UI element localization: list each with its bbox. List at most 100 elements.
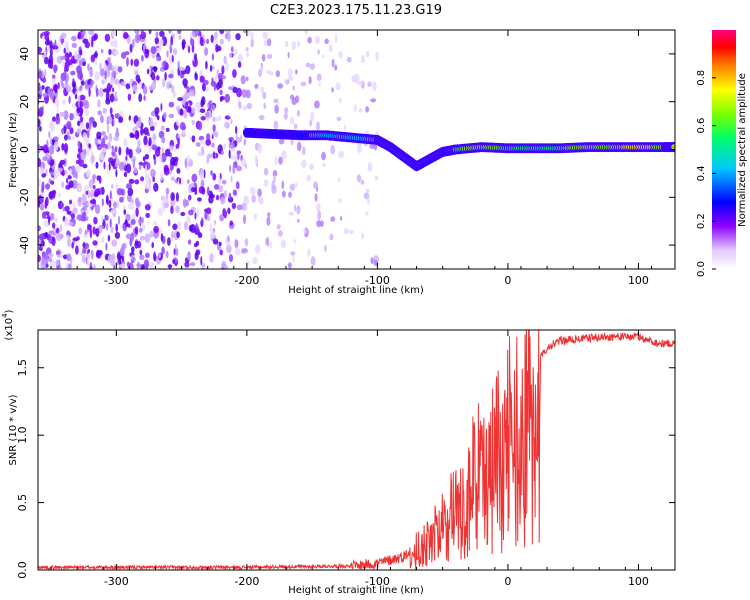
noise-blob: [309, 163, 315, 171]
noise-blob: [39, 203, 45, 211]
snr-scale-base: (x10: [4, 318, 15, 341]
noise-blob: [99, 114, 104, 123]
noise-blob: [119, 248, 125, 257]
noise-blob: [177, 30, 182, 35]
snr-scale-exp: 4: [1, 313, 9, 318]
noise-blob: [302, 146, 306, 156]
noise-blob: [45, 183, 51, 190]
noise-blob: [310, 111, 315, 122]
noise-blob: [140, 127, 144, 136]
noise-blob: [177, 137, 180, 146]
noise-blob: [177, 97, 184, 102]
noise-blob: [331, 87, 334, 93]
noise-blob: [251, 194, 256, 203]
noise-blob: [200, 179, 205, 189]
noise-blob: [85, 169, 91, 178]
noise-blob: [168, 101, 175, 108]
noise-blob: [184, 261, 190, 268]
noise-blob: [131, 214, 136, 219]
noise-blob: [288, 67, 293, 78]
noise-blob: [142, 46, 145, 54]
noise-blob: [200, 174, 203, 181]
noise-blob: [145, 212, 151, 218]
noise-blob: [66, 253, 72, 262]
noise-blob: [101, 198, 104, 207]
noise-blob: [98, 175, 102, 184]
noise-blob: [284, 77, 287, 85]
noise-blob: [244, 196, 249, 206]
noise-blob: [76, 153, 81, 159]
noise-blob: [50, 180, 55, 185]
noise-blob: [117, 215, 121, 225]
noise-blob: [88, 35, 92, 45]
noise-blob: [260, 86, 265, 93]
noise-blob: [127, 187, 134, 197]
noise-blob: [87, 63, 90, 72]
noise-blob: [93, 216, 98, 225]
noise-blob: [64, 61, 71, 67]
noise-blob: [141, 55, 144, 62]
noise-blob: [125, 233, 132, 240]
noise-blob: [231, 202, 237, 210]
noise-blob: [273, 175, 276, 184]
noise-blob: [66, 210, 72, 215]
noise-blob: [250, 38, 254, 48]
noise-blob: [284, 107, 289, 114]
noise-blob: [338, 198, 342, 203]
noise-blob: [316, 220, 322, 228]
spectrogram-ytick-label: 40: [18, 47, 31, 61]
noise-blob: [267, 212, 271, 218]
noise-blob: [44, 56, 49, 65]
noise-blob: [82, 163, 88, 169]
noise-blob: [229, 164, 232, 173]
noise-blob: [219, 38, 224, 45]
noise-blob: [103, 161, 106, 170]
noise-blob: [320, 220, 324, 228]
noise-blob: [121, 255, 125, 262]
noise-blob: [296, 110, 301, 117]
noise-blob: [297, 141, 302, 152]
noise-blob: [205, 111, 210, 118]
noise-blob: [135, 120, 142, 129]
noise-blob: [186, 179, 190, 184]
noise-blob: [161, 195, 167, 203]
noise-blob: [199, 75, 205, 83]
noise-blob: [324, 38, 329, 45]
noise-blob: [112, 117, 115, 127]
noise-blob: [92, 264, 96, 269]
noise-blob: [128, 203, 134, 210]
noise-blob: [95, 161, 99, 169]
noise-blob: [163, 60, 167, 67]
noise-blob: [334, 33, 338, 44]
colorbar-tick-label: 0.0: [696, 261, 707, 277]
noise-blob: [160, 171, 163, 181]
noise-blob: [189, 262, 196, 267]
noise-blob: [94, 57, 98, 66]
noise-blob: [41, 186, 44, 193]
noise-blob: [143, 95, 146, 101]
noise-blob: [285, 79, 290, 85]
noise-blob: [262, 31, 269, 40]
noise-blob: [272, 170, 278, 177]
noise-blob: [100, 131, 106, 136]
noise-blob: [78, 185, 83, 193]
noise-blob: [193, 30, 200, 35]
noise-blob: [38, 157, 42, 168]
noise-blob: [215, 73, 218, 84]
noise-blob: [322, 54, 325, 59]
noise-blob: [62, 61, 65, 67]
noise-blob: [90, 188, 94, 199]
noise-blob: [92, 121, 97, 128]
noise-blob: [67, 263, 72, 269]
noise-blob: [226, 244, 232, 254]
noise-blob: [212, 124, 216, 132]
noise-blob: [72, 202, 76, 208]
noise-blob: [268, 241, 272, 249]
noise-blob: [130, 156, 137, 162]
noise-blob: [154, 107, 160, 115]
noise-blob: [157, 207, 163, 216]
noise-blob: [187, 100, 193, 107]
noise-blob: [273, 98, 278, 103]
noise-blob: [306, 174, 312, 182]
spectrogram-xtick-label: -200: [234, 274, 259, 287]
